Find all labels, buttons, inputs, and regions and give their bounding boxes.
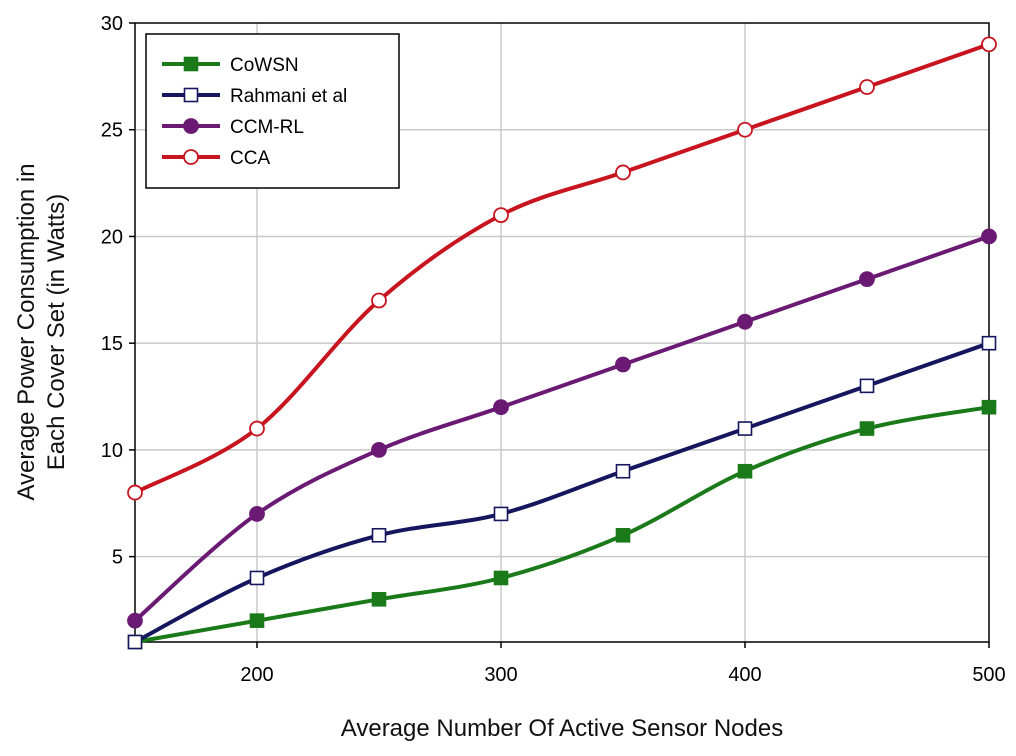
- legend-entry: CCA: [162, 148, 270, 169]
- data-point: [981, 399, 997, 415]
- data-point: [249, 506, 265, 522]
- legend-label: CCA: [230, 148, 270, 169]
- y-axis-title-line-2: Each Cover Set (in Watts): [43, 194, 70, 471]
- x-axis-title: Average Number Of Active Sensor Nodes: [341, 715, 783, 742]
- data-point: [371, 592, 387, 607]
- data-point: [859, 271, 875, 288]
- y-axis-title: Average Power Consumption in Each Cover …: [13, 163, 70, 500]
- data-point: [981, 228, 997, 245]
- series-line: [133, 405, 991, 644]
- data-point: [615, 527, 631, 543]
- series-cca: [127, 36, 997, 501]
- data-point: [493, 207, 509, 224]
- data-point: [371, 527, 387, 543]
- legend-label: CoWSN: [230, 55, 299, 76]
- data-point: [737, 421, 753, 436]
- legend-marker: [183, 87, 199, 103]
- legend-label: CCM-RL: [230, 117, 304, 138]
- data-point: [127, 634, 143, 650]
- series-ccm-rl: [127, 228, 997, 629]
- x-tick-label: 300: [484, 664, 517, 686]
- legend-marker: [183, 149, 199, 165]
- x-tick-label: 200: [240, 664, 273, 686]
- legend-entry: CoWSN: [162, 55, 299, 76]
- legend-marker: [183, 56, 199, 72]
- data-point: [249, 420, 265, 437]
- plot-area: [134, 22, 990, 643]
- data-point: [127, 612, 143, 629]
- series-line: [133, 42, 991, 495]
- data-point: [737, 463, 753, 479]
- data-point: [737, 121, 753, 138]
- series-layer: [127, 36, 997, 650]
- legend: CoWSN Rahmani et al CCM-RL CCA: [145, 33, 400, 189]
- y-tick-label: 10: [101, 440, 123, 462]
- legend-entry: Rahmani et al: [162, 86, 347, 107]
- data-point: [249, 570, 265, 586]
- legend-label: Rahmani et al: [230, 86, 347, 107]
- x-tick-label: 400: [728, 664, 761, 686]
- legend-entry: CCM-RL: [162, 117, 304, 138]
- data-point: [493, 570, 509, 586]
- x-tick-label: 500: [972, 664, 1005, 686]
- y-axis-title-line-1: Average Power Consumption in: [13, 163, 40, 500]
- data-point: [493, 399, 509, 416]
- data-point: [493, 506, 509, 522]
- data-point: [615, 356, 631, 373]
- data-point: [981, 335, 997, 351]
- y-tick-label: 25: [101, 120, 123, 142]
- legend-marker: [183, 118, 199, 134]
- data-point: [615, 164, 631, 181]
- data-point: [981, 36, 997, 53]
- data-point: [859, 421, 875, 436]
- data-point: [127, 484, 143, 501]
- series-line: [133, 341, 991, 644]
- data-point: [859, 378, 875, 394]
- y-tick-label: 30: [101, 13, 123, 35]
- series-rahmani-et-al: [127, 335, 997, 650]
- data-point: [615, 463, 631, 479]
- data-point: [249, 613, 265, 628]
- data-point: [371, 292, 387, 309]
- y-tick-label: 5: [112, 547, 123, 569]
- data-point: [371, 441, 387, 458]
- data-point: [737, 313, 753, 330]
- data-point: [859, 79, 875, 95]
- axis-ticks: 5 10 15 20 25 30 200 300 400 500: [101, 13, 1006, 686]
- y-tick-label: 20: [101, 226, 123, 248]
- y-tick-label: 15: [101, 333, 123, 355]
